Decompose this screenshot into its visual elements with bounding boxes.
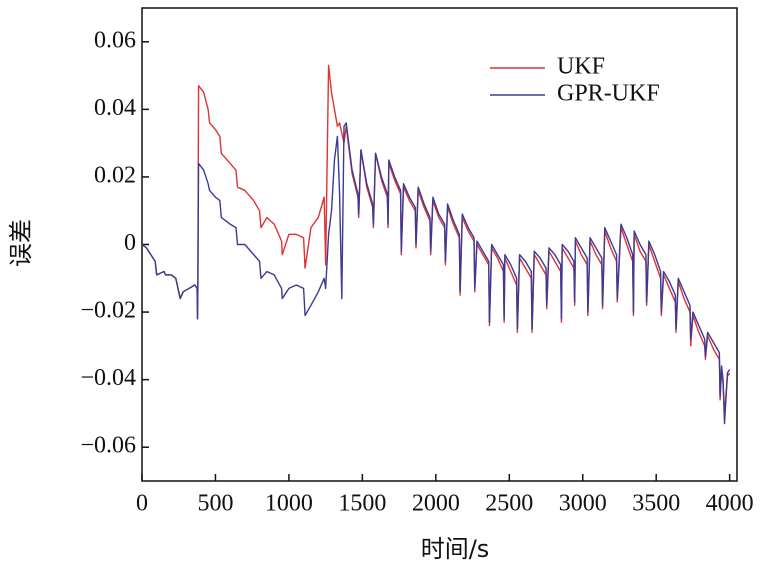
y-tick-label: −0.06 [80,433,136,459]
y-tick-label: 0.04 [94,95,136,121]
x-tick-label: 1000 [265,491,313,517]
x-tick-label: 2500 [485,491,533,517]
series-line [141,122,731,425]
x-tick-label: 0 [136,491,148,517]
plot-frame [141,7,738,482]
x-tick-label: 3500 [632,491,680,517]
y-tick-label: 0.02 [94,162,136,188]
legend-label: GPR-UKF [557,81,660,107]
y-axis-label: 误差 [7,219,35,267]
y-tick-label: 0.06 [94,27,136,53]
series-line [141,64,731,415]
y-tick-label: −0.02 [80,298,136,324]
x-tick-label: 4000 [706,491,754,517]
x-axis-label: 时间/s [421,535,490,563]
x-tick-label: 1500 [338,491,386,517]
y-tick-label: 0 [124,230,136,256]
x-tick-label: 500 [197,491,233,517]
legend-label: UKF [557,54,605,80]
x-tick-label: 2000 [412,491,460,517]
y-tick-label: −0.04 [80,365,136,391]
x-tick-label: 3000 [559,491,607,517]
